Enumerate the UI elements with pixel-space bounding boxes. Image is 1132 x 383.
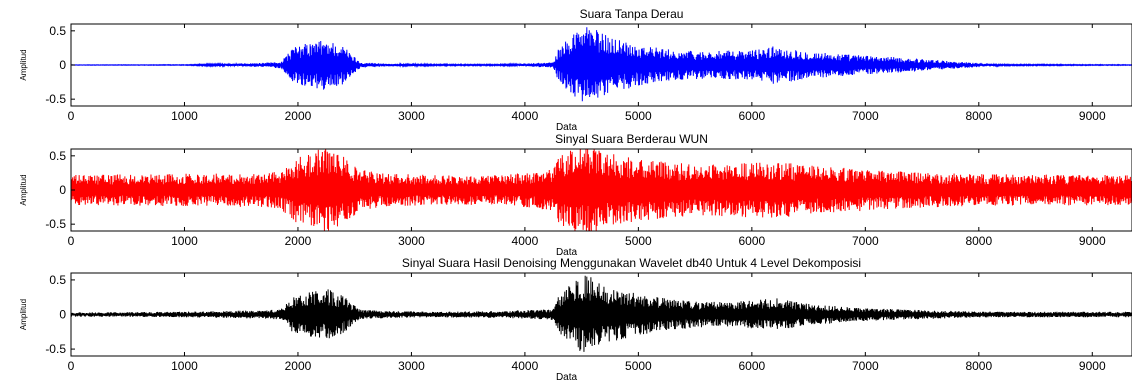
x-tick-label: 7000 (852, 359, 879, 373)
y-axis-label: Amplitud (19, 174, 28, 205)
x-tick-label: 4000 (512, 109, 539, 123)
x-tick-label: 6000 (739, 109, 766, 123)
y-tick-label: 0 (59, 183, 66, 197)
x-tick-label: 1000 (171, 234, 198, 248)
y-tick-label: -0.5 (45, 342, 66, 356)
signal-line (71, 275, 1132, 352)
x-axis-label: Data (556, 122, 578, 133)
y-tick-label: 0.5 (49, 149, 66, 163)
y-tick-label: 0.5 (49, 24, 66, 38)
y-axis-label: Amplitud (19, 49, 28, 80)
x-tick-label: 6000 (739, 359, 766, 373)
signal-line (71, 149, 1132, 231)
x-tick-label: 1000 (171, 359, 198, 373)
x-tick-label: 0 (68, 359, 75, 373)
x-tick-label: 9000 (1079, 234, 1106, 248)
chart-panel-1: 0 1000 2000 3000 4000 5000 6000 7000 8000 9000 0.5… (19, 7, 1132, 133)
x-tick-label: 7000 (852, 234, 879, 248)
chart-title: Sinyal Suara Berderau WUN (555, 132, 708, 146)
x-tick-label: 5000 (625, 234, 652, 248)
x-tick-label: 8000 (965, 109, 992, 123)
y-tick-label: 0.5 (49, 273, 66, 287)
y-axis-label: Amplitud (19, 299, 28, 330)
x-tick-label: 0 (68, 234, 75, 248)
chart-title: Suara Tanpa Derau (580, 7, 684, 21)
x-axis-label: Data (556, 247, 578, 258)
x-tick-label: 2000 (285, 359, 312, 373)
chart-panel-2: 0 1000 2000 3000 4000 5000 6000 7000 8000 9000 0.5… (19, 132, 1132, 258)
x-tick-label: 5000 (625, 109, 652, 123)
y-tick-label: 0 (59, 58, 66, 72)
chart-panel-3: 0 1000 2000 3000 4000 5000 6000 7000 8000 9000 0.5… (19, 256, 1132, 383)
x-tick-label: 6000 (739, 234, 766, 248)
y-tick-label: -0.5 (45, 92, 66, 106)
x-tick-label: 1000 (171, 109, 198, 123)
x-tick-label: 4000 (512, 359, 539, 373)
x-tick-label: 8000 (965, 234, 992, 248)
x-tick-label: 2000 (285, 234, 312, 248)
x-axis-label: Data (556, 372, 578, 383)
x-tick-label: 3000 (398, 234, 425, 248)
x-tick-label: 5000 (625, 359, 652, 373)
y-tick-label: -0.5 (45, 217, 66, 231)
x-tick-label: 7000 (852, 109, 879, 123)
x-tick-label: 2000 (285, 109, 312, 123)
x-tick-label: 3000 (398, 109, 425, 123)
signal-line (71, 27, 1132, 102)
x-tick-label: 9000 (1079, 109, 1106, 123)
x-tick-label: 8000 (965, 359, 992, 373)
x-tick-label: 3000 (398, 359, 425, 373)
x-tick-label: 0 (68, 109, 75, 123)
chart-title: Sinyal Suara Hasil Denoising Menggunakan… (402, 256, 861, 270)
x-tick-label: 9000 (1079, 359, 1106, 373)
x-tick-label: 4000 (512, 234, 539, 248)
y-tick-label: 0 (59, 308, 66, 322)
